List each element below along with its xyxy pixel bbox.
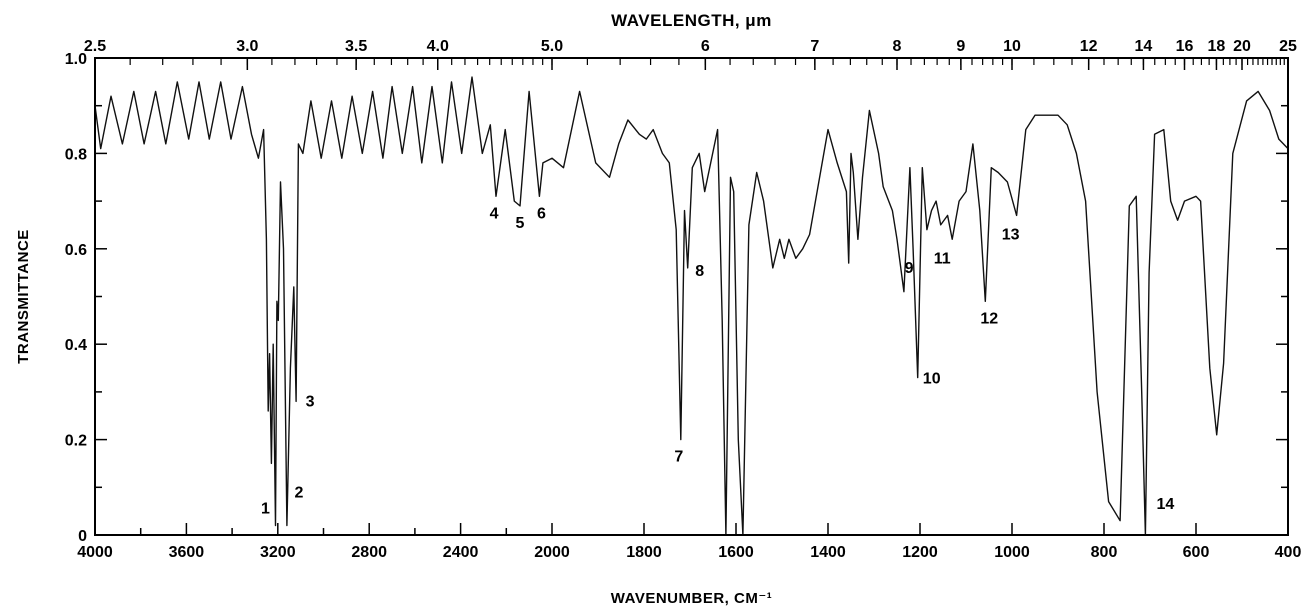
x-tick-label: 1800 [626,544,662,561]
y-tick-label: 0.4 [65,337,87,354]
peak-label: 4 [490,205,499,222]
y-tick-label: 0 [78,528,87,545]
y-tick-label: 1.0 [65,51,87,68]
top-tick-label: 14 [1135,38,1153,55]
peak-label: 2 [294,484,303,501]
peak-label: 6 [537,205,546,222]
peak-label: 9 [905,260,914,277]
x-tick-label: 1000 [994,544,1030,561]
x-tick-label: 600 [1183,544,1210,561]
top-tick-label: 4.0 [427,38,449,55]
x-tick-label: 1400 [810,544,846,561]
peak-label: 7 [674,449,683,466]
x-tick-label: 4000 [77,544,113,561]
top-tick-label: 5.0 [541,38,563,55]
top-tick-label: 8 [893,38,902,55]
y-axis-title: TRANSMITTANCE [15,229,32,364]
x-tick-label: 3600 [169,544,205,561]
top-tick-label: 16 [1176,38,1194,55]
axis-ticks [94,57,1289,536]
peak-label: 5 [516,215,525,232]
top-tick-label: 25 [1279,38,1297,55]
x-tick-label: 1600 [718,544,754,561]
x-tick-label: 2000 [534,544,570,561]
peak-label: 10 [923,371,941,388]
spectrum-line [94,76,1289,536]
top-tick-label: 3.0 [236,38,258,55]
peak-label: 13 [1002,226,1020,243]
axis-tick-labels: 4000 3600 3200 2800 2400 2000 1800 1600 1400 1200… [65,38,1302,561]
y-tick-label: 0.2 [65,433,87,450]
y-tick-label: 0.6 [65,242,87,259]
peak-label: 8 [695,263,704,280]
x-tick-label: 800 [1091,544,1118,561]
peak-label: 12 [980,310,998,327]
top-tick-label: 18 [1208,38,1226,55]
peak-label: 1 [261,500,270,517]
top-tick-label: 12 [1080,38,1098,55]
x-tick-label: 3200 [260,544,296,561]
top-tick-label: 6 [701,38,710,55]
x-tick-label: 1200 [902,544,938,561]
top-tick-label: 3.5 [345,38,367,55]
spectrum-series [94,76,1289,536]
peak-label: 3 [306,393,315,410]
top-tick-label: 10 [1003,38,1021,55]
top-tick-label: 20 [1233,38,1251,55]
plot-frame [94,57,1289,536]
y-tick-label: 0.8 [65,146,87,163]
top-tick-label: 2.5 [84,38,106,55]
top-axis-title: WAVELENGTH, μm [611,11,772,30]
peak-label: 11 [934,250,951,267]
top-tick-label: 7 [810,38,819,55]
x-tick-label: 2400 [443,544,479,561]
x-tick-label: 400 [1275,544,1302,561]
x-axis-title: WAVENUMBER, CM⁻¹ [611,590,772,607]
x-tick-label: 2800 [351,544,387,561]
top-tick-label: 9 [956,38,965,55]
peak-label: 14 [1157,496,1175,513]
